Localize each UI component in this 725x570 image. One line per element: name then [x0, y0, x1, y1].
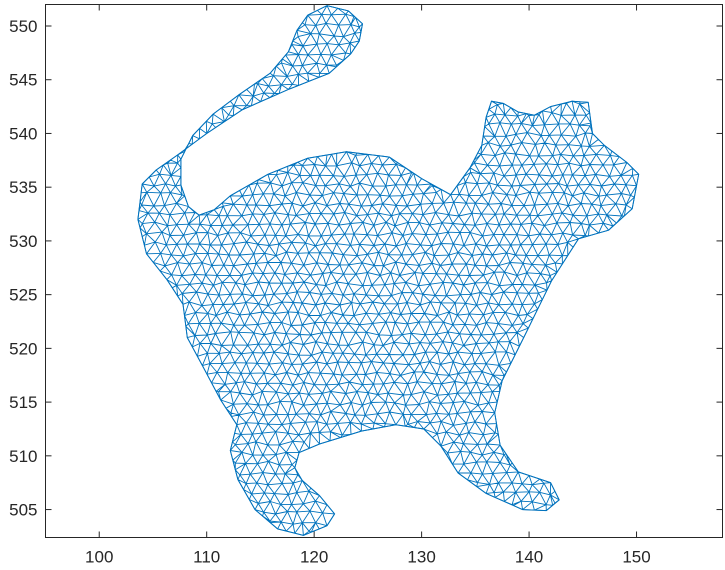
- y-tick-label: 505: [9, 501, 37, 520]
- y-tick-label: 540: [9, 124, 37, 143]
- x-tick-label: 130: [407, 548, 435, 567]
- y-tick-label: 535: [9, 178, 37, 197]
- mesh-boundary: [137, 5, 640, 536]
- axes-box: [45, 4, 723, 538]
- x-tick-label: 150: [622, 548, 650, 567]
- x-tick-label: 120: [300, 548, 328, 567]
- axis-ticks: 100 110 120 130 140 150 505 510 515 520 525 530 535 5…: [9, 4, 723, 567]
- mesh-edges: [137, 5, 640, 536]
- mesh-edge-lines: [137, 5, 640, 536]
- y-tick-label: 530: [9, 232, 37, 251]
- x-tick-label: 100: [85, 548, 113, 567]
- y-tick-label: 520: [9, 339, 37, 358]
- y-tick-label: 515: [9, 393, 37, 412]
- y-tick-label: 510: [9, 447, 37, 466]
- y-tick-label: 525: [9, 286, 37, 305]
- y-tick-label: 550: [9, 17, 37, 36]
- y-tick-label: 545: [9, 71, 37, 90]
- x-tick-label: 140: [515, 548, 543, 567]
- x-tick-label: 110: [193, 548, 220, 567]
